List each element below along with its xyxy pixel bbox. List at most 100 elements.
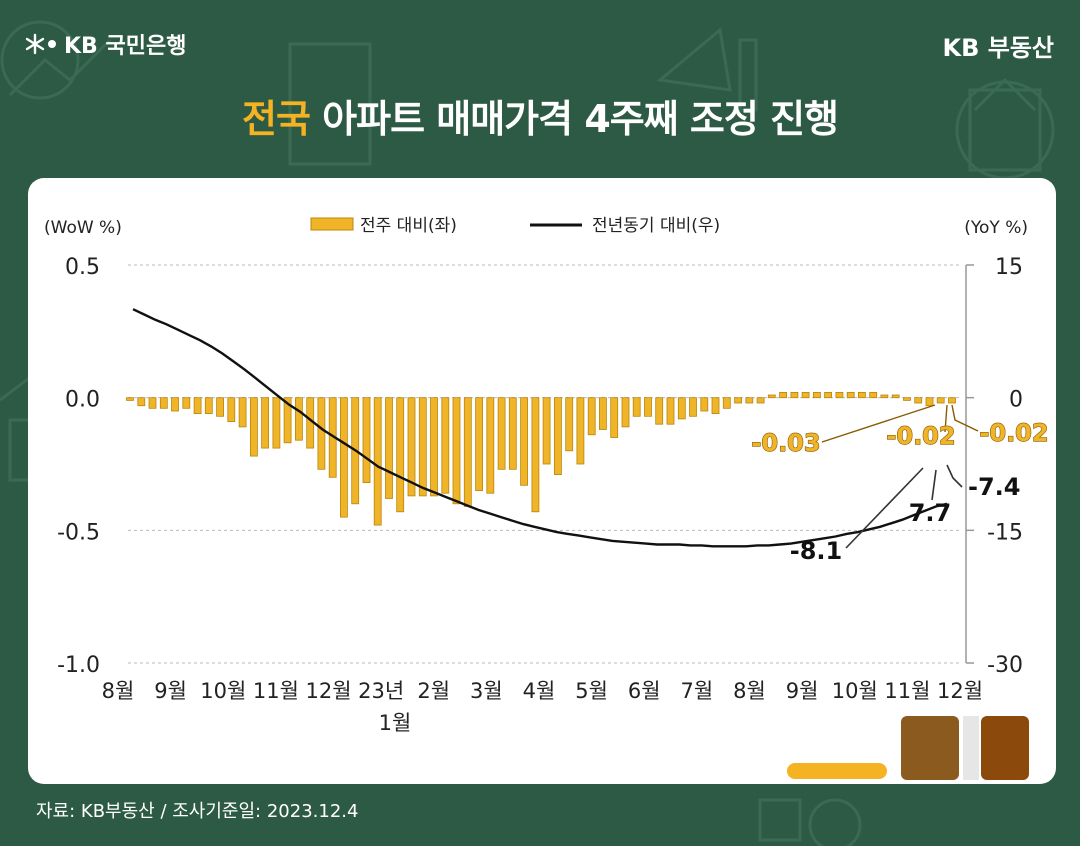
bar [599,397,607,430]
left-tick-label: 0.0 [65,388,100,413]
legend-line-label: 전년동기 대비(우) [592,216,720,236]
bar [858,391,866,399]
bar [227,397,236,423]
bar [835,391,844,399]
page-title: 전국 아파트 매매가격 4주째 조정 진행 [0,88,1080,143]
decor-blocks [787,716,1029,780]
bar [159,397,168,409]
legend-bar-swatch [310,217,354,231]
bar [745,397,754,404]
legend: 전주 대비(좌) 전년동기 대비(우) [310,216,720,236]
bar [475,397,484,492]
bar [497,397,506,470]
bar [126,397,134,401]
brand-name: KB 부동산 [942,34,1055,62]
bar [317,397,326,470]
bar [925,397,934,407]
x-tick-label: 8월 [102,679,135,703]
x-tick-label: 3월 [470,679,503,703]
bar [677,397,686,420]
bar [576,397,585,465]
x-tick-label: 9월 [154,679,187,703]
bar [249,397,258,457]
bar [700,397,709,412]
bar [790,391,799,399]
x-tick-label: 2월 [417,679,450,703]
leader-line [931,469,937,501]
title-highlight: 전국 [242,97,311,141]
x-tick-label: 10월 [832,679,878,703]
x-tick-label: 23년 [358,679,404,703]
bar [171,397,179,412]
bar [272,397,281,449]
bar [542,397,551,465]
bar [385,397,393,499]
bar [339,397,348,518]
bar [238,397,247,428]
bar [824,391,832,399]
bar [801,391,810,399]
bar [396,397,405,513]
bar [373,397,382,526]
right-tick-label: -30 [987,653,1023,678]
left-axis-label: (WoW %) [44,218,122,238]
right-tick-label: 15 [995,255,1023,280]
bar [767,394,776,399]
x-tick-label: 9월 [786,679,819,703]
bar [722,397,731,409]
x-tick-label: 5월 [575,679,608,703]
bar [430,397,438,497]
legend-bar-label: 전주 대비(좌) [360,216,457,236]
x-tick-label: 6월 [628,679,661,703]
bar [632,397,641,417]
bar [283,397,292,444]
bar [362,397,371,484]
bar [294,397,303,441]
bar [880,394,889,399]
x-tick-label: 11월 [884,679,930,703]
bar [531,397,540,513]
bar [756,397,765,404]
x-tick-label: 7월 [681,679,714,703]
bar [452,397,461,505]
kb-bank-logo: KB 국민은행 [24,28,186,60]
yoy-line [132,308,948,548]
chart-card [28,178,1056,784]
x-tick-label: 12월 [937,679,983,703]
leader-line [944,404,948,433]
left-tick-label: 0.5 [65,255,100,280]
bar [565,397,574,452]
x-tick-label: 11월 [253,679,299,703]
bar [644,397,652,417]
bar-annotation: -0.02 [886,422,955,450]
decor-block-1 [901,716,959,780]
bar [407,397,416,497]
bar [610,397,619,438]
left-tick-label: -0.5 [57,520,100,545]
x-tick-sublabel: 1월 [379,711,412,735]
bar [193,397,202,415]
bar [903,397,911,401]
bar [418,397,427,497]
bar [148,397,157,409]
bar [204,397,213,415]
bar [734,397,742,404]
right-tick-label: -15 [987,520,1023,545]
right-axis-label: (YoY %) [964,218,1028,238]
left-tick-label: -1.0 [57,653,100,678]
bar [508,397,517,470]
decor-block-2 [963,716,979,780]
source-note: 자료: KB부동산 / 조사기준일: 2023.12.4 [36,801,359,822]
line-annotation: -8.1 [790,537,842,565]
x-tick-label: 10월 [200,679,246,703]
x-tick-label: 4월 [523,679,556,703]
bar [554,397,562,476]
decor-pill [787,763,887,779]
bar [891,394,900,399]
logo-text: KB 국민은행 [64,34,187,59]
bar [261,397,270,449]
bar [948,397,956,404]
bar [587,397,596,436]
bar [936,397,945,404]
